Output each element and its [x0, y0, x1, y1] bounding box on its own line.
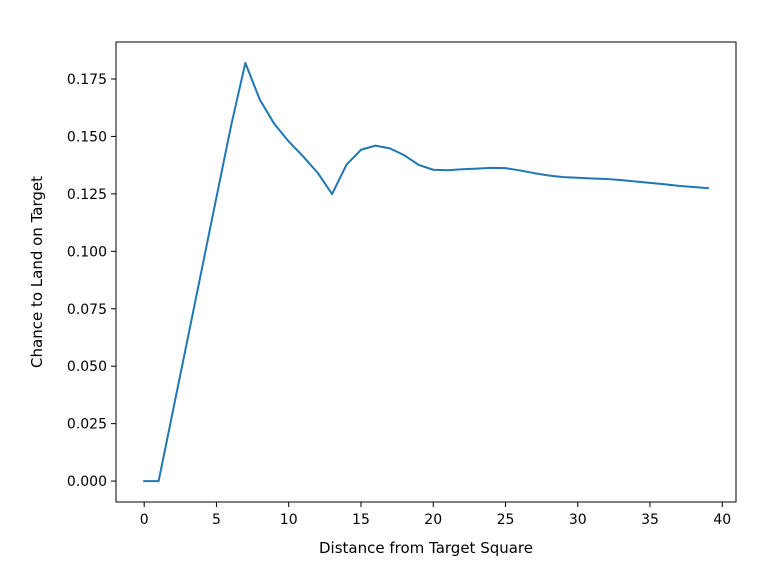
- y-tick-label: 0.150: [67, 129, 107, 145]
- x-tick-label: 10: [280, 512, 298, 528]
- y-axis-ticks: 0.000 0.025 0.050 0.075 0.100 0.125 0.150 0.175: [67, 72, 116, 490]
- x-tick-label: 15: [352, 512, 370, 528]
- x-tick-label: 30: [569, 512, 587, 528]
- y-axis-label: Chance to Land on Target: [28, 176, 46, 368]
- x-tick-label: 35: [641, 512, 659, 528]
- x-tick-label: 0: [140, 512, 149, 528]
- plot-frame: [115, 41, 737, 503]
- y-tick-label: 0.050: [67, 359, 107, 375]
- y-tick-label: 0.125: [67, 187, 107, 203]
- x-tick-label: 5: [212, 512, 221, 528]
- y-tick-label: 0.075: [67, 302, 107, 318]
- x-tick-label: 20: [424, 512, 442, 528]
- y-tick-label: 0.000: [67, 474, 107, 490]
- plot-area: [116, 42, 736, 502]
- y-tick-label: 0.100: [67, 244, 107, 260]
- y-tick-label: 0.175: [67, 72, 107, 88]
- x-tick-label: 25: [497, 512, 515, 528]
- x-tick-label: 40: [713, 512, 731, 528]
- x-axis-label: Distance from Target Square: [319, 539, 533, 557]
- x-axis-ticks: 0 5 10 15 20 25 30 35 40: [140, 502, 731, 528]
- series-line: [143, 61, 709, 483]
- y-tick-label: 0.025: [67, 417, 107, 433]
